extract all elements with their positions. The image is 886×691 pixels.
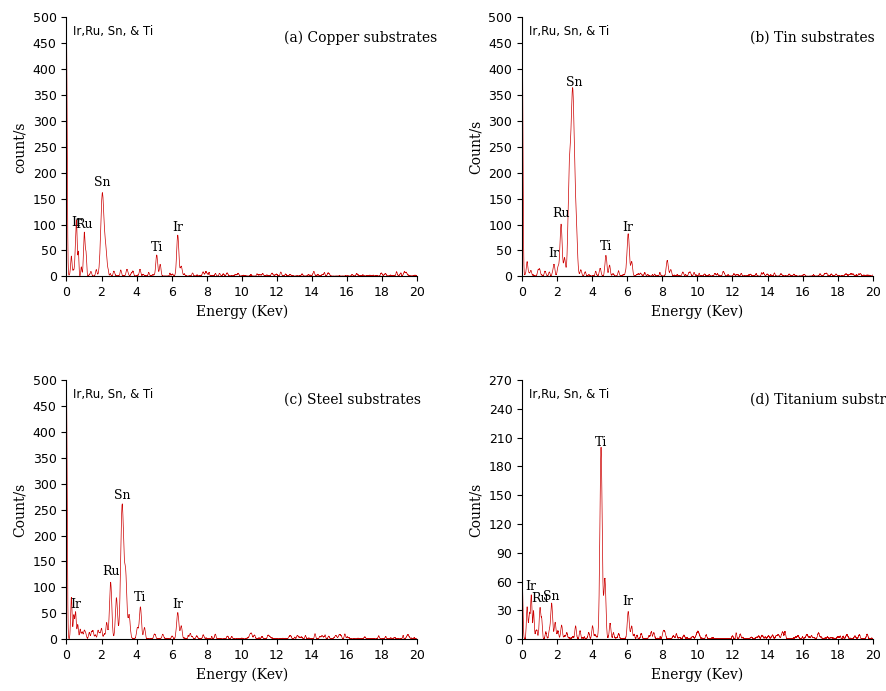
Text: Ti: Ti [600, 240, 612, 253]
Text: Ir,Ru, Sn, & Ti: Ir,Ru, Sn, & Ti [74, 388, 153, 401]
Text: (d) Titanium substrates: (d) Titanium substrates [750, 393, 886, 407]
Text: Ru: Ru [102, 565, 120, 578]
Text: Ir: Ir [71, 216, 82, 229]
Text: Ir: Ir [172, 598, 183, 611]
Text: Ir,Ru, Sn, & Ti: Ir,Ru, Sn, & Ti [529, 25, 610, 38]
X-axis label: Energy (Kev): Energy (Kev) [651, 668, 743, 682]
Text: Ir: Ir [623, 221, 633, 234]
Text: Ru: Ru [552, 207, 570, 220]
Text: Sn: Sn [543, 589, 560, 603]
Text: Ru: Ru [75, 218, 93, 231]
Text: Sn: Sn [94, 176, 111, 189]
Text: Ir: Ir [525, 580, 537, 593]
Text: (c) Steel substrates: (c) Steel substrates [284, 393, 421, 407]
Text: Ti: Ti [595, 436, 607, 449]
Y-axis label: count/s: count/s [13, 121, 27, 173]
Text: (a) Copper substrates: (a) Copper substrates [284, 30, 437, 45]
Text: Ir,Ru, Sn, & Ti: Ir,Ru, Sn, & Ti [74, 25, 153, 38]
Text: Ir,Ru, Sn, & Ti: Ir,Ru, Sn, & Ti [529, 388, 610, 401]
X-axis label: Energy (Kev): Energy (Kev) [196, 305, 288, 319]
Text: (b) Tin substrates: (b) Tin substrates [750, 30, 874, 44]
Text: Ir: Ir [70, 598, 81, 611]
Text: Ir: Ir [172, 221, 183, 234]
X-axis label: Energy (Kev): Energy (Kev) [651, 305, 743, 319]
X-axis label: Energy (Kev): Energy (Kev) [196, 668, 288, 682]
Y-axis label: Count/s: Count/s [13, 482, 27, 537]
Text: Ti: Ti [134, 591, 146, 604]
Text: Sn: Sn [114, 489, 130, 502]
Y-axis label: Count/s: Count/s [469, 482, 483, 537]
Text: Ti: Ti [151, 241, 163, 254]
Text: Ru: Ru [532, 591, 548, 605]
Text: Ir: Ir [548, 247, 560, 260]
Text: Ir: Ir [623, 596, 633, 609]
Y-axis label: Count/s: Count/s [469, 120, 483, 174]
Text: Sn: Sn [566, 76, 583, 89]
